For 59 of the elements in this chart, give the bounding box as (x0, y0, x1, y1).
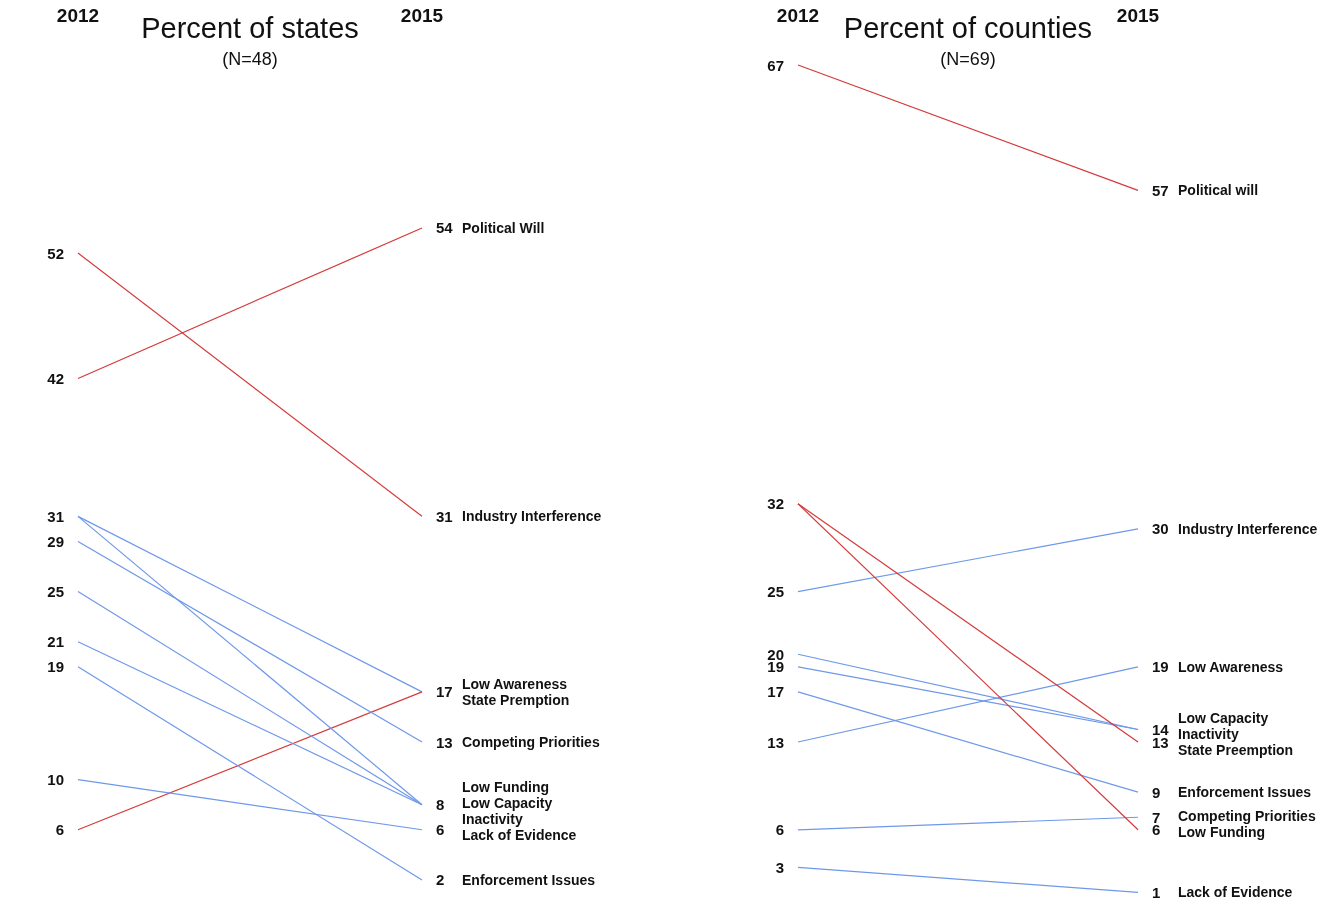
data-label: 6 (775, 821, 784, 839)
data-label: 8 (436, 796, 445, 814)
data-label: 42 (47, 369, 64, 387)
text: Enforcement Issues (462, 871, 596, 888)
chart-subtitle: (N=69) (939, 49, 997, 70)
chart-title: Percent of states (141, 12, 359, 44)
text: Low Capacity (462, 794, 553, 811)
data-label: 31 (436, 507, 453, 525)
chart-title: Percent of counties (843, 12, 1093, 44)
text: Low Funding (462, 778, 550, 795)
data-label: 30 (1152, 520, 1169, 538)
data-label: 6 (55, 821, 64, 839)
data-label: 2 (436, 871, 445, 889)
text: Industry Interference (462, 508, 602, 525)
data-label: 67 (767, 56, 784, 74)
text: Inactivity (1178, 725, 1239, 742)
chart-subtitle: (N=48) (221, 49, 279, 70)
data-label: 10 (47, 771, 64, 789)
data-label: 3 (775, 858, 784, 876)
data-label: 20 (767, 645, 784, 663)
text: State Preemption (1178, 741, 1294, 758)
text: Political Will (462, 219, 545, 236)
text: Competing Priorities (462, 734, 600, 751)
text: Low Awareness (1178, 658, 1284, 675)
data-label: 9 (1152, 783, 1161, 801)
text: Political will (1178, 182, 1259, 199)
data-label: 52 (47, 244, 64, 262)
x-tick-label: 2015 (1116, 5, 1160, 26)
data-label: 25 (767, 583, 784, 601)
text: Low Funding (1178, 823, 1266, 840)
data-label: 19 (1152, 658, 1169, 676)
text: State Premption (462, 691, 570, 708)
data-label: 6 (436, 821, 445, 839)
text: Lack of Evidence (462, 826, 577, 843)
x-tick-label: 2012 (56, 5, 100, 26)
data-label: 17 (436, 683, 453, 701)
text: Competing Priorities (1178, 807, 1316, 824)
x-tick-label: 2015 (400, 5, 444, 26)
data-label: 29 (47, 532, 64, 550)
data-label: 57 (1152, 181, 1169, 199)
text: Low Awareness (462, 675, 568, 692)
x-tick-label: 2012 (776, 5, 820, 26)
data-label: 1 (1152, 883, 1161, 901)
data-label: 31 (47, 507, 64, 525)
data-label: 54 (436, 219, 454, 237)
data-label: 32 (767, 495, 784, 513)
data-label: 19 (47, 658, 64, 676)
data-label: 13 (767, 733, 784, 751)
data-label: 13 (436, 733, 453, 751)
data-label: 14 (1152, 720, 1170, 738)
text: Lack of Evidence (1178, 884, 1293, 901)
text: Industry Interference (1178, 520, 1318, 537)
data-label: 25 (47, 583, 64, 601)
data-label: 7 (1152, 808, 1161, 826)
data-label: 17 (767, 683, 784, 701)
text: Inactivity (462, 810, 523, 827)
text: Enforcement Issues (1178, 784, 1312, 801)
text: Low Capacity (1178, 709, 1269, 726)
data-label: 21 (47, 633, 64, 651)
